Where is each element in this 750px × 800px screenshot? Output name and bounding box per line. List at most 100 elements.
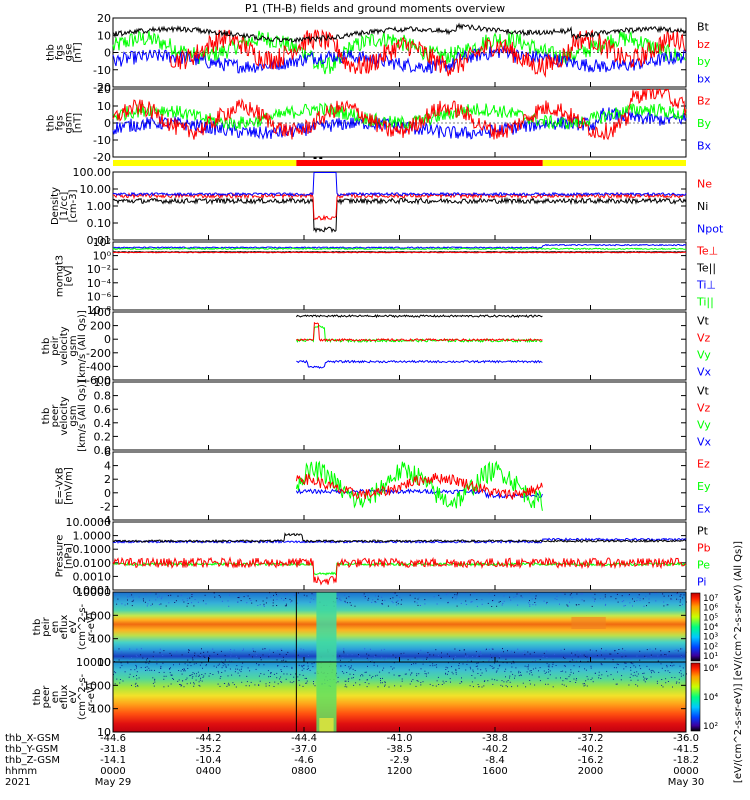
spectrogram-noise bbox=[121, 664, 123, 666]
spectrogram-noise bbox=[293, 681, 295, 683]
spectrogram-noise bbox=[190, 682, 191, 684]
spectrogram-noise bbox=[646, 649, 648, 651]
spectrogram-noise bbox=[381, 596, 383, 598]
spectrogram-noise bbox=[368, 654, 370, 656]
spectrogram-noise bbox=[438, 684, 440, 685]
spectrogram-noise bbox=[660, 663, 662, 665]
plot-title: P1 (TH-B) fields and ground moments over… bbox=[245, 2, 505, 15]
x-tick-label-z: -18.2 bbox=[673, 755, 699, 766]
spectrogram-noise bbox=[569, 674, 571, 676]
spectrogram-noise bbox=[555, 677, 557, 679]
spectrogram-noise bbox=[311, 593, 313, 595]
spectrogram-noise bbox=[239, 669, 241, 671]
spectrogram-noise bbox=[665, 682, 667, 684]
spectrogram-noise bbox=[450, 681, 451, 683]
spectrogram-noise bbox=[191, 674, 193, 675]
spectrogram-noise bbox=[552, 662, 554, 664]
spectrogram-noise bbox=[472, 656, 474, 657]
spectrogram-noise bbox=[134, 683, 136, 685]
spectrogram-noise bbox=[214, 596, 216, 598]
spectrogram-noise bbox=[392, 597, 394, 599]
spectrogram-noise bbox=[524, 665, 526, 667]
spectrogram-noise bbox=[547, 683, 549, 685]
spectrogram-noise bbox=[585, 669, 587, 671]
spectrogram-noise bbox=[307, 655, 309, 656]
spectrogram-noise bbox=[562, 670, 564, 672]
spectrogram-noise bbox=[429, 665, 431, 667]
spectrogram-noise bbox=[341, 671, 343, 673]
spectrogram-noise bbox=[601, 654, 602, 656]
spectrogram-noise bbox=[257, 605, 259, 606]
spectrogram-noise bbox=[265, 685, 267, 687]
spectrogram-noise bbox=[466, 663, 468, 665]
spectrogram-noise bbox=[573, 665, 575, 667]
spectrogram-noise bbox=[140, 648, 142, 650]
spectrogram-noise bbox=[676, 649, 678, 651]
spectrogram-noise bbox=[592, 681, 594, 683]
spectrogram-noise bbox=[679, 665, 681, 667]
spectrogram-noise bbox=[170, 651, 172, 653]
spectrogram-noise bbox=[259, 604, 261, 606]
spectrogram-noise bbox=[170, 594, 172, 596]
spectrogram-noise bbox=[273, 673, 275, 675]
spectrogram-noise bbox=[395, 601, 397, 603]
spectrogram-noise bbox=[156, 663, 158, 665]
spectrogram-noise bbox=[569, 594, 571, 596]
y-axis-label: fgs bbox=[55, 45, 66, 60]
spectrogram-noise bbox=[667, 670, 669, 672]
spectrogram-noise bbox=[639, 599, 641, 601]
spectrogram-noise bbox=[226, 685, 228, 687]
series-ey bbox=[295, 460, 543, 511]
legend-pi: Pi bbox=[697, 576, 706, 589]
spectrogram-noise bbox=[283, 666, 285, 667]
spectrogram-noise bbox=[491, 665, 493, 667]
spectrogram-noise bbox=[295, 673, 296, 675]
spectrogram-noise bbox=[192, 657, 194, 659]
spectrogram-noise bbox=[621, 652, 622, 654]
spectrogram-noise bbox=[548, 668, 550, 670]
spectrogram-noise bbox=[250, 681, 252, 683]
spectrogram-noise bbox=[240, 600, 242, 602]
spectrogram-noise bbox=[153, 659, 155, 660]
spectrogram-noise bbox=[203, 655, 205, 657]
spectrogram-noise bbox=[245, 594, 247, 596]
spectrogram-noise bbox=[648, 668, 650, 670]
spectrogram-noise bbox=[477, 673, 479, 674]
spectrogram-noise bbox=[464, 592, 466, 594]
spectrogram-noise bbox=[472, 669, 474, 671]
spectrogram-noise bbox=[181, 684, 183, 686]
spectrogram-noise bbox=[566, 678, 568, 680]
spectrogram-noise bbox=[564, 593, 566, 595]
spectrogram-noise bbox=[153, 651, 155, 653]
spectrogram-noise bbox=[416, 659, 418, 661]
spectrogram-noise bbox=[198, 681, 200, 683]
spectrogram-noise bbox=[184, 670, 186, 672]
spectrogram-noise bbox=[238, 597, 240, 599]
spectrogram-noise bbox=[178, 670, 180, 671]
spectrogram-noise bbox=[528, 664, 529, 666]
spectrogram-noise bbox=[643, 605, 645, 607]
spectrogram-noise bbox=[339, 599, 341, 600]
spectrogram-noise bbox=[465, 669, 467, 671]
spectrogram-noise bbox=[258, 684, 260, 686]
spectrogram-noise bbox=[569, 659, 571, 661]
spectrogram-noise bbox=[589, 649, 591, 651]
spectrogram-noise bbox=[548, 664, 550, 666]
spectrogram-noise bbox=[486, 648, 487, 650]
spectrogram-noise bbox=[392, 602, 394, 604]
spectrogram-noise bbox=[290, 601, 292, 603]
spectrogram-noise bbox=[237, 597, 239, 598]
spectrogram-noise bbox=[479, 659, 481, 661]
spectrogram-noise bbox=[135, 664, 137, 666]
spectrogram-noise bbox=[447, 671, 449, 673]
spectrogram-noise bbox=[436, 680, 438, 682]
spectrogram-noise bbox=[616, 683, 618, 685]
y-tick-label: -20 bbox=[93, 81, 111, 94]
spectrogram-noise bbox=[517, 604, 519, 606]
y-tick-label: 0.10 bbox=[87, 217, 112, 230]
spectrogram-noise bbox=[417, 680, 419, 682]
spectrogram-noise bbox=[391, 600, 393, 602]
spectrogram-noise bbox=[157, 596, 158, 598]
spectrogram-noise bbox=[416, 602, 418, 604]
spectrogram-noise bbox=[414, 597, 416, 599]
